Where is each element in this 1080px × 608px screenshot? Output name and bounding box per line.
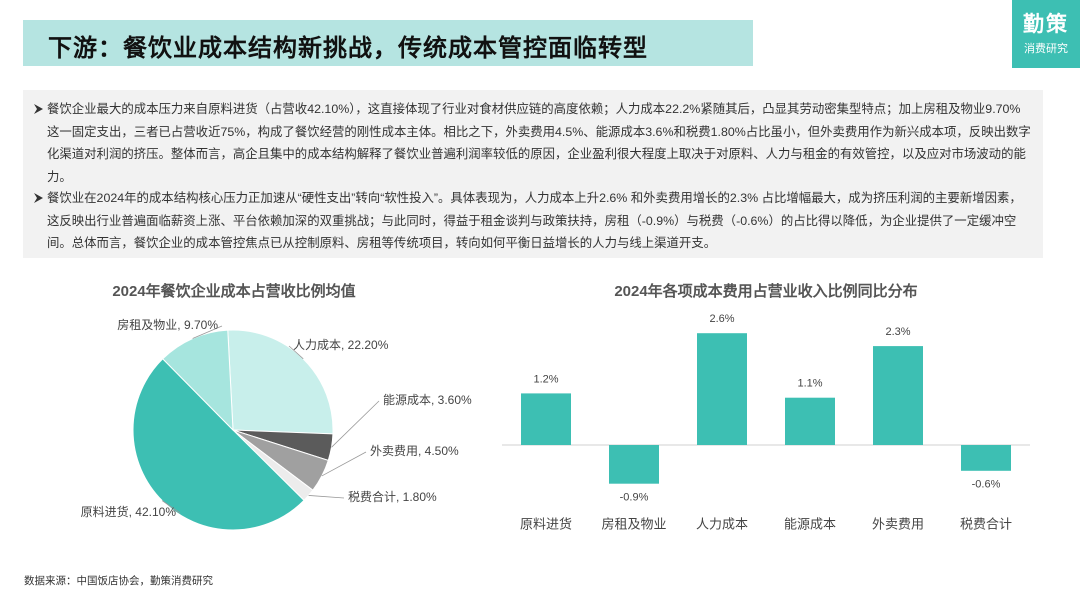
bullet: 餐饮业在2024年的成本结构核心压力正加速从“硬性支出”转向“软性投入”。具体表… [34,187,1031,255]
leader-line [192,325,223,339]
logo-sub: 消费研究 [1024,43,1068,55]
value-label: 2.6% [709,313,734,325]
bar [961,445,1011,471]
bar [609,445,659,484]
x-tick-label: 外卖费用 [872,516,924,531]
value-label: 1.1% [797,378,822,390]
leader-line [321,451,367,477]
pie-label: 外卖费用, 4.50% [370,444,459,458]
leader-line [331,400,380,448]
value-label: 2.3% [885,326,910,338]
header: 下游：餐饮业成本结构新挑战，传统成本管控面临转型 [23,20,753,66]
leader-line [288,345,304,360]
bullet-icon [34,104,43,114]
value-label: 1.2% [533,373,558,385]
source: 数据来源：中国饭店协会，勤策消费研究 [24,575,213,587]
x-tick-label: 税费合计 [960,516,1012,531]
logo-main: 勤策 [1023,13,1069,36]
leader-line [308,495,345,499]
x-tick-label: 能源成本 [784,516,836,531]
x-tick-label: 原料进货 [520,516,572,531]
chart-title: 2024年各项成本费用占营业收入比例同比分布 [614,282,917,300]
x-tick-label: 房租及物业 [601,516,666,531]
bullet-icon [34,193,43,203]
bar [785,397,835,445]
bullet-text: 餐饮企业最大的成本压力来自原料进货（占营收42.10%），这直接体现了行业对食材… [47,102,1031,184]
pie-label: 人力成本, 22.20% [293,338,389,352]
chart-title: 2024年餐饮企业成本占营收比例均值 [112,282,355,300]
pie-label: 房租及物业, 9.70% [117,317,218,332]
page-title: 下游：餐饮业成本结构新挑战，传统成本管控面临转型 [48,35,648,62]
summary-panel: 餐饮企业最大的成本压力来自原料进货（占营收42.10%），这直接体现了行业对食材… [23,90,1043,258]
leader-line [161,500,181,514]
bullet-text: 餐饮业在2024年的成本结构核心压力正加速从“硬性支出”转向“软性投入”。具体表… [47,191,1022,250]
pie-label: 原料进货, 42.10% [81,504,177,519]
logo: 勤策 消费研究 [1012,0,1080,68]
value-label: -0.6% [972,479,1001,491]
bar [873,346,923,445]
bullet: 餐饮企业最大的成本压力来自原料进货（占营收42.10%），这直接体现了行业对食材… [34,98,1031,188]
bar [521,393,571,445]
pie-label: 税费合计, 1.80% [348,489,437,504]
pie-slice [132,358,305,531]
pie-label: 能源成本, 3.60% [383,393,472,407]
bar [697,333,747,445]
x-tick-label: 人力成本 [696,516,748,531]
value-label: -0.9% [620,492,649,504]
